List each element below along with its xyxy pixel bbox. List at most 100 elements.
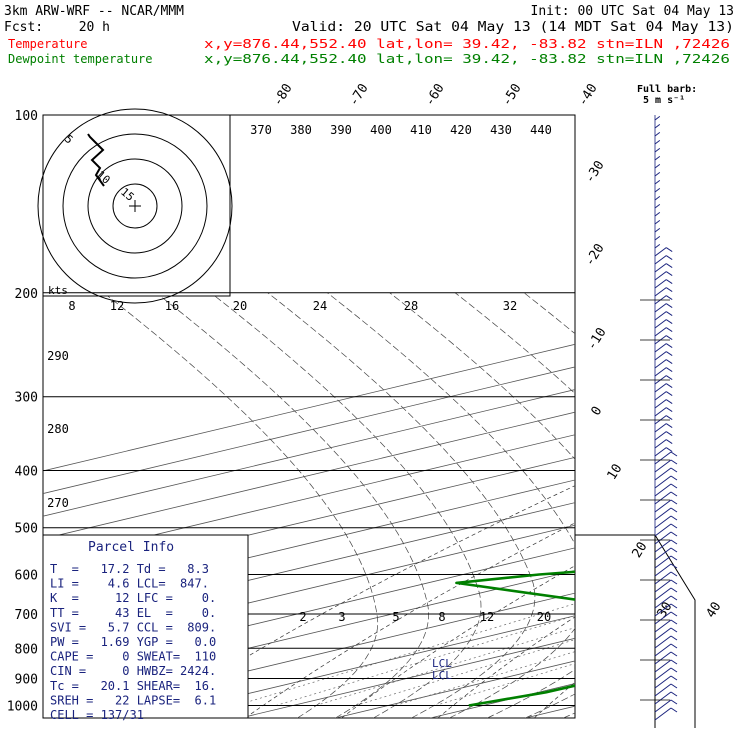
wind-barb — [655, 392, 672, 400]
wind-barb — [655, 272, 672, 280]
temperature-tick-label: 10 — [605, 462, 626, 483]
wind-barb — [655, 212, 660, 216]
moist-adiabat — [639, 293, 740, 718]
mixing-ratio-line — [436, 574, 740, 705]
wind-barb — [655, 320, 672, 328]
mixing-ratio-label: 32 — [503, 299, 517, 313]
wind-barb — [655, 236, 660, 240]
wind-barb — [655, 440, 672, 448]
moist-adiabat — [390, 293, 648, 718]
mixing-ratio-label: 2 — [299, 610, 306, 624]
wind-barb — [655, 288, 672, 296]
theta-label: 410 — [410, 123, 432, 137]
pressure-tick-label: 400 — [15, 465, 38, 480]
isotherm-line — [715, 115, 740, 718]
theta-label: 430 — [490, 123, 512, 137]
pressure-tick-label: 800 — [15, 642, 38, 657]
wind-barb — [655, 140, 660, 144]
dry-adiabat — [534, 115, 740, 718]
mixing-ratio-label: 3 — [338, 610, 345, 624]
wind-barb — [655, 164, 660, 168]
wind-barb — [655, 352, 672, 360]
theta-label: 420 — [450, 123, 472, 137]
temperature-tick-label: -80 — [270, 81, 295, 109]
pressure-tick-label: 100 — [15, 109, 38, 124]
legend-temperature: Temperature — [8, 37, 87, 51]
dry-adiabat — [727, 115, 740, 718]
init-time: Init: 00 UTC Sat 04 May 13 — [531, 4, 735, 19]
wind-barb — [655, 384, 672, 392]
temperature-tick-label: -70 — [346, 81, 371, 109]
temperature-tick-label: -30 — [582, 158, 607, 186]
temperature-tick-label: -60 — [422, 81, 447, 109]
parcel-info-row: CELL = 137/31 — [50, 708, 144, 722]
parcel-info-row: SVI = 5.7 CCL = 809. — [50, 620, 216, 634]
temperature-tick-label: 0 — [589, 404, 606, 419]
temperature-tick-label: 40 — [704, 600, 725, 621]
wind-barb — [655, 172, 660, 176]
legend-dewpoint: Dewpoint temperature — [8, 52, 153, 66]
wind-barb — [655, 312, 672, 320]
theta-label: 370 — [250, 123, 272, 137]
theta-label: 290 — [47, 349, 69, 363]
wind-legend-title: Full barb: — [637, 84, 697, 95]
wind-barb — [655, 264, 672, 272]
legend-dewpoint-location: x,y=876.44,552.40 lat,lon= 39.42, -83.82… — [204, 52, 730, 66]
temperature-tick-label: 30 — [655, 600, 676, 621]
mixing-ratio-label: 5 — [392, 610, 399, 624]
temperature-tick-label: -40 — [575, 81, 600, 109]
legend-temperature-location: x,y=876.44,552.40 lat,lon= 39.42, -83.82… — [204, 37, 730, 51]
parcel-info-row: TT = 43 EL = 0. — [50, 606, 216, 620]
dry-adiabat — [631, 115, 740, 718]
dry-adiabat — [342, 115, 740, 718]
fcst-label: Fcst: — [4, 20, 43, 35]
wind-barb — [655, 280, 672, 288]
wind-barb — [655, 360, 672, 368]
wind-barb — [655, 344, 672, 352]
temperature-tick-label: -20 — [582, 241, 607, 269]
wind-barb — [655, 328, 672, 336]
wind-barb — [655, 196, 660, 200]
wind-barb — [655, 304, 672, 312]
mixing-ratio-label: 8 — [438, 610, 445, 624]
parcel-info-row: SREH = 22 LAPSE= 6.1 — [50, 693, 216, 707]
wind-barb — [655, 432, 672, 440]
wind-barb — [655, 156, 660, 160]
wind-barb — [655, 132, 660, 136]
pressure-tick-label: 500 — [15, 522, 38, 537]
wind-barb — [655, 248, 672, 256]
wind-barb — [655, 256, 672, 264]
pressure-tick-label: 700 — [15, 608, 38, 623]
temperature-tick-label: 20 — [630, 540, 651, 561]
wind-barb — [655, 180, 660, 184]
parcel-info-row: CIN = 0 HWBZ= 2424. — [50, 664, 216, 678]
wind-barb — [655, 228, 660, 232]
moist-adiabat — [327, 293, 590, 718]
mixing-ratio-label: 20 — [233, 299, 247, 313]
mixing-ratio-label: 16 — [165, 299, 179, 313]
parcel-info-row: LI = 4.6 LCL= 847. — [50, 577, 209, 591]
parcel-info-row: PW = 1.69 YGP = 0.0 — [50, 635, 216, 649]
parcel-info-row: T = 17.2 Td = 8.3 — [50, 562, 209, 576]
isotherm-line — [335, 115, 740, 718]
wind-barb — [655, 244, 660, 248]
wind-barb — [655, 424, 672, 432]
theta-label: 400 — [370, 123, 392, 137]
moist-adiabat — [524, 293, 740, 718]
pressure-tick-label: 600 — [15, 568, 38, 583]
temperature-tick-label: -10 — [584, 325, 609, 353]
mixing-ratio-label: 28 — [404, 299, 418, 313]
wind-barb — [655, 116, 660, 120]
mixing-ratio-label: 12 — [110, 299, 124, 313]
theta-label: 280 — [47, 422, 69, 436]
wind-barb — [655, 408, 672, 416]
wind-barb — [655, 220, 660, 224]
valid-time: Valid: 20 UTC Sat 04 May 13 (14 MDT Sat … — [292, 20, 734, 35]
theta-label: 270 — [47, 496, 69, 510]
wind-barb — [655, 400, 672, 408]
isotherm-line — [430, 115, 740, 718]
parcel-info-row: Tc = 20.1 SHEAR= 16. — [50, 679, 216, 693]
fcst-value: 20 h — [79, 20, 110, 35]
